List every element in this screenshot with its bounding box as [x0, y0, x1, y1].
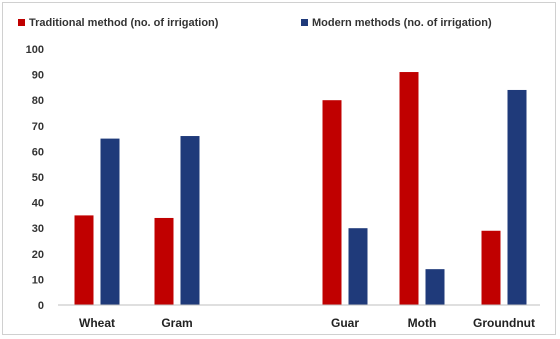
- x-tick-label: Gram: [161, 316, 192, 330]
- x-tick-label: Groundnut: [473, 316, 535, 330]
- legend-label-modern: Modern methods (no. of irrigation): [312, 17, 492, 29]
- legend-swatch-traditional: [18, 19, 25, 26]
- y-tick-label: 20: [32, 249, 44, 261]
- bar-moth-modern: [425, 269, 445, 305]
- y-tick-label: 100: [26, 44, 44, 56]
- y-axis: 0 10 20 30 40 50 60 70 80 90 100: [26, 44, 44, 312]
- y-tick-label: 90: [32, 70, 44, 82]
- bar-groundnut-traditional: [481, 230, 501, 305]
- x-tick-label: Guar: [331, 316, 359, 330]
- bar-groundnut-modern: [507, 89, 527, 306]
- bar-wheat-traditional: [74, 215, 94, 305]
- y-tick-label: 50: [32, 172, 44, 184]
- legend-label-traditional: Traditional method (no. of irrigation): [29, 17, 219, 29]
- y-tick-label: 0: [38, 300, 44, 312]
- y-tick-label: 40: [32, 198, 44, 210]
- x-axis: Wheat Gram Guar Moth Groundnut: [58, 304, 540, 330]
- y-tick-label: 60: [32, 146, 44, 158]
- y-tick-label: 80: [32, 95, 44, 107]
- legend: Traditional method (no. of irrigation) M…: [18, 17, 492, 29]
- bar-wheat-modern: [100, 138, 120, 305]
- x-tick-label: Wheat: [79, 316, 115, 330]
- x-tick-label: Moth: [408, 316, 437, 330]
- y-tick-label: 30: [32, 223, 44, 235]
- bar-gram-modern: [180, 136, 200, 305]
- bar-gram-traditional: [154, 217, 174, 305]
- legend-swatch-modern: [301, 19, 308, 26]
- bars: [74, 72, 527, 306]
- y-tick-label: 70: [32, 121, 44, 133]
- bar-guar-traditional: [322, 100, 342, 305]
- bar-guar-modern: [348, 228, 368, 305]
- bar-moth-traditional: [399, 72, 419, 305]
- y-tick-label: 10: [32, 274, 44, 286]
- chart-frame: [2, 2, 556, 335]
